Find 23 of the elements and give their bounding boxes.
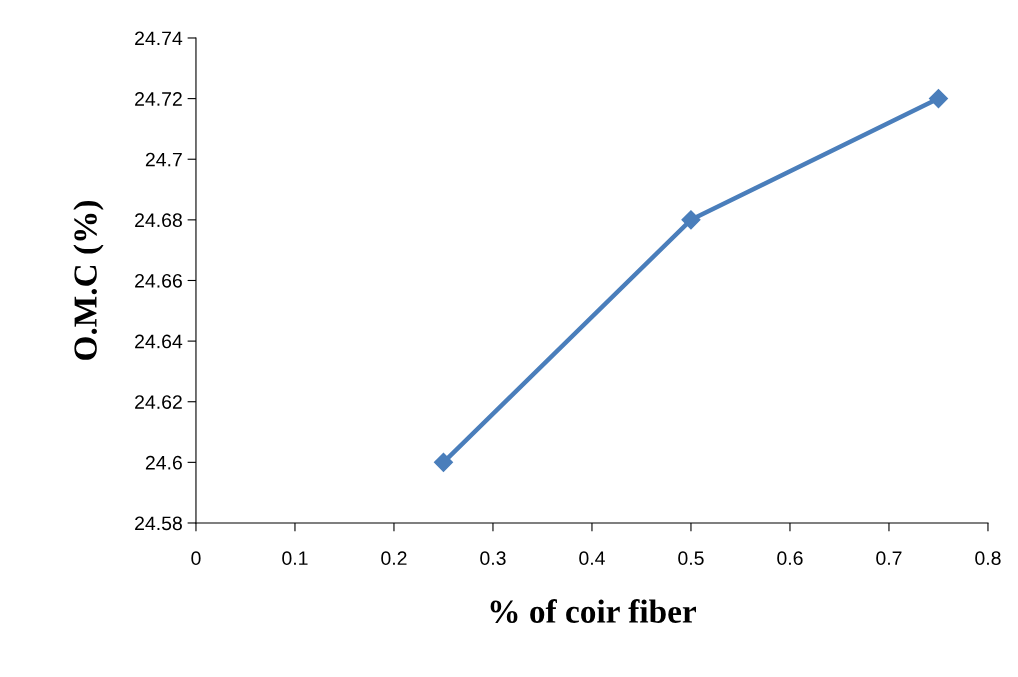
x-tick-label: 0.7 (876, 551, 902, 566)
point (928, 89, 949, 109)
y-tick-label: 24.7 (145, 152, 182, 167)
y-tick-label: 24.58 (135, 516, 182, 531)
x-tick-label: 0.8 (975, 551, 1001, 566)
y-tick-label: 24.6 (145, 455, 182, 470)
x-tick-label: 0 (191, 551, 201, 566)
x-tick-label: 0.2 (381, 551, 407, 566)
x-tick-label: 0.5 (678, 551, 704, 566)
x-tick-label: 0.4 (579, 551, 605, 566)
y-tick-label: 24.66 (135, 273, 182, 288)
y-axis-title: O.M.C (%) (73, 200, 104, 360)
x-tick-label: 0.3 (480, 551, 506, 566)
point (433, 452, 454, 472)
x-tick-label: 0.6 (777, 551, 803, 566)
y-tick-label: 24.68 (135, 213, 182, 228)
y-tick-label: 24.74 (135, 31, 183, 46)
y-tick-label: 24.64 (135, 334, 183, 349)
point (681, 210, 701, 230)
y-tick-label: 24.72 (135, 92, 182, 106)
x-tick-label: 0.1 (282, 551, 308, 566)
x-axis-title: % of coir fiber (490, 599, 697, 624)
y-tick-label: 24.62 (135, 395, 182, 409)
